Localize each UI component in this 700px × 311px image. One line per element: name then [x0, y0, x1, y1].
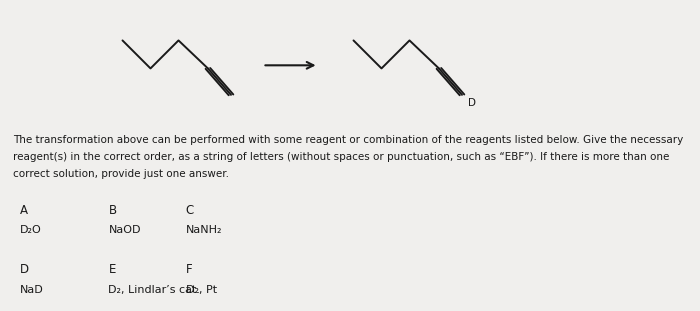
- Text: E: E: [108, 263, 116, 276]
- Text: The transformation above can be performed with some reagent or combination of th: The transformation above can be performe…: [13, 135, 683, 145]
- Text: C: C: [186, 204, 194, 217]
- Text: reagent(s) in the correct order, as a string of letters (without spaces or punct: reagent(s) in the correct order, as a st…: [13, 152, 669, 162]
- Text: NaD: NaD: [20, 285, 43, 295]
- Text: D₂O: D₂O: [20, 225, 41, 235]
- Text: NaNH₂: NaNH₂: [186, 225, 222, 235]
- Text: D₂, Lindlar’s cat.: D₂, Lindlar’s cat.: [108, 285, 200, 295]
- Text: F: F: [186, 263, 192, 276]
- Text: NaOD: NaOD: [108, 225, 141, 235]
- Text: correct solution, provide just one answer.: correct solution, provide just one answe…: [13, 169, 229, 179]
- Text: D₂, Pt: D₂, Pt: [186, 285, 216, 295]
- Text: D: D: [468, 98, 475, 108]
- Text: A: A: [20, 204, 27, 217]
- Text: D: D: [20, 263, 29, 276]
- Text: B: B: [108, 204, 117, 217]
